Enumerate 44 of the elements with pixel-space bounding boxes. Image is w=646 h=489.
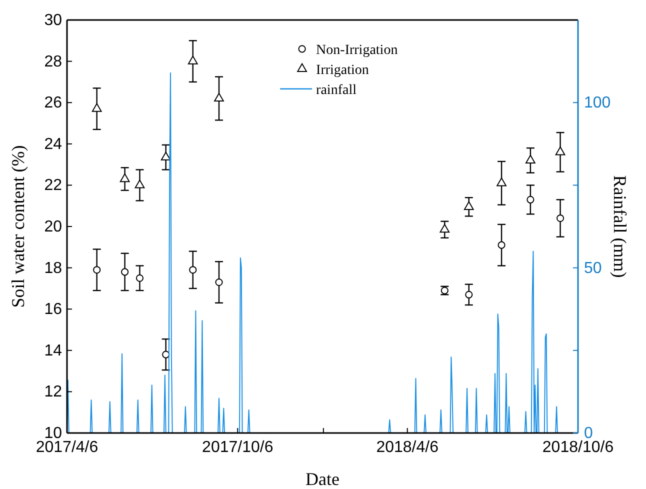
y2-tick-label: 100 xyxy=(584,94,611,112)
point xyxy=(556,214,564,222)
x-tick-label: 2018/10/6 xyxy=(542,439,614,456)
y-tick-label: 10 xyxy=(44,425,62,442)
point xyxy=(440,224,450,233)
y-tick-label: 20 xyxy=(44,218,62,236)
x-tick-label: 2018/4/6 xyxy=(376,439,439,456)
legend-label: rainfall xyxy=(316,82,357,98)
point xyxy=(92,103,102,112)
y-tick-label: 18 xyxy=(44,260,62,277)
y-tick-label: 16 xyxy=(44,301,62,318)
point xyxy=(160,152,171,160)
legend-label: Irrigation xyxy=(316,62,369,78)
point xyxy=(136,274,144,282)
y2-tick-label: 0 xyxy=(584,425,593,442)
point xyxy=(555,146,566,156)
x-axis-title: Date xyxy=(306,469,340,489)
point xyxy=(526,154,536,164)
y2-axis-title: Rainfall (mm) xyxy=(610,175,630,278)
point xyxy=(215,278,223,286)
y2-tick-label: 50 xyxy=(584,260,602,277)
y-tick-label: 22 xyxy=(44,177,62,194)
y-tick-label: 24 xyxy=(44,136,62,153)
y-axis-title: Soil water content (%) xyxy=(8,145,28,308)
y-tick-label: 26 xyxy=(44,94,62,112)
point xyxy=(188,56,198,64)
y-tick-label: 30 xyxy=(44,12,62,29)
point xyxy=(496,178,506,186)
point xyxy=(464,201,474,210)
point xyxy=(121,268,129,276)
point xyxy=(498,241,506,249)
y-tick-label: 28 xyxy=(44,53,62,70)
point xyxy=(526,196,534,204)
point xyxy=(189,266,197,274)
x-tick-label: 2017/10/6 xyxy=(202,439,274,456)
point xyxy=(214,92,224,102)
point xyxy=(93,266,101,274)
x-tick-label: 2017/4/6 xyxy=(36,439,98,456)
point xyxy=(120,173,130,182)
point xyxy=(134,180,145,188)
point xyxy=(465,290,473,298)
y-tick-label: 12 xyxy=(44,384,62,401)
legend-label: Non-Irrigation xyxy=(316,42,398,58)
y-tick-label: 14 xyxy=(44,342,62,360)
